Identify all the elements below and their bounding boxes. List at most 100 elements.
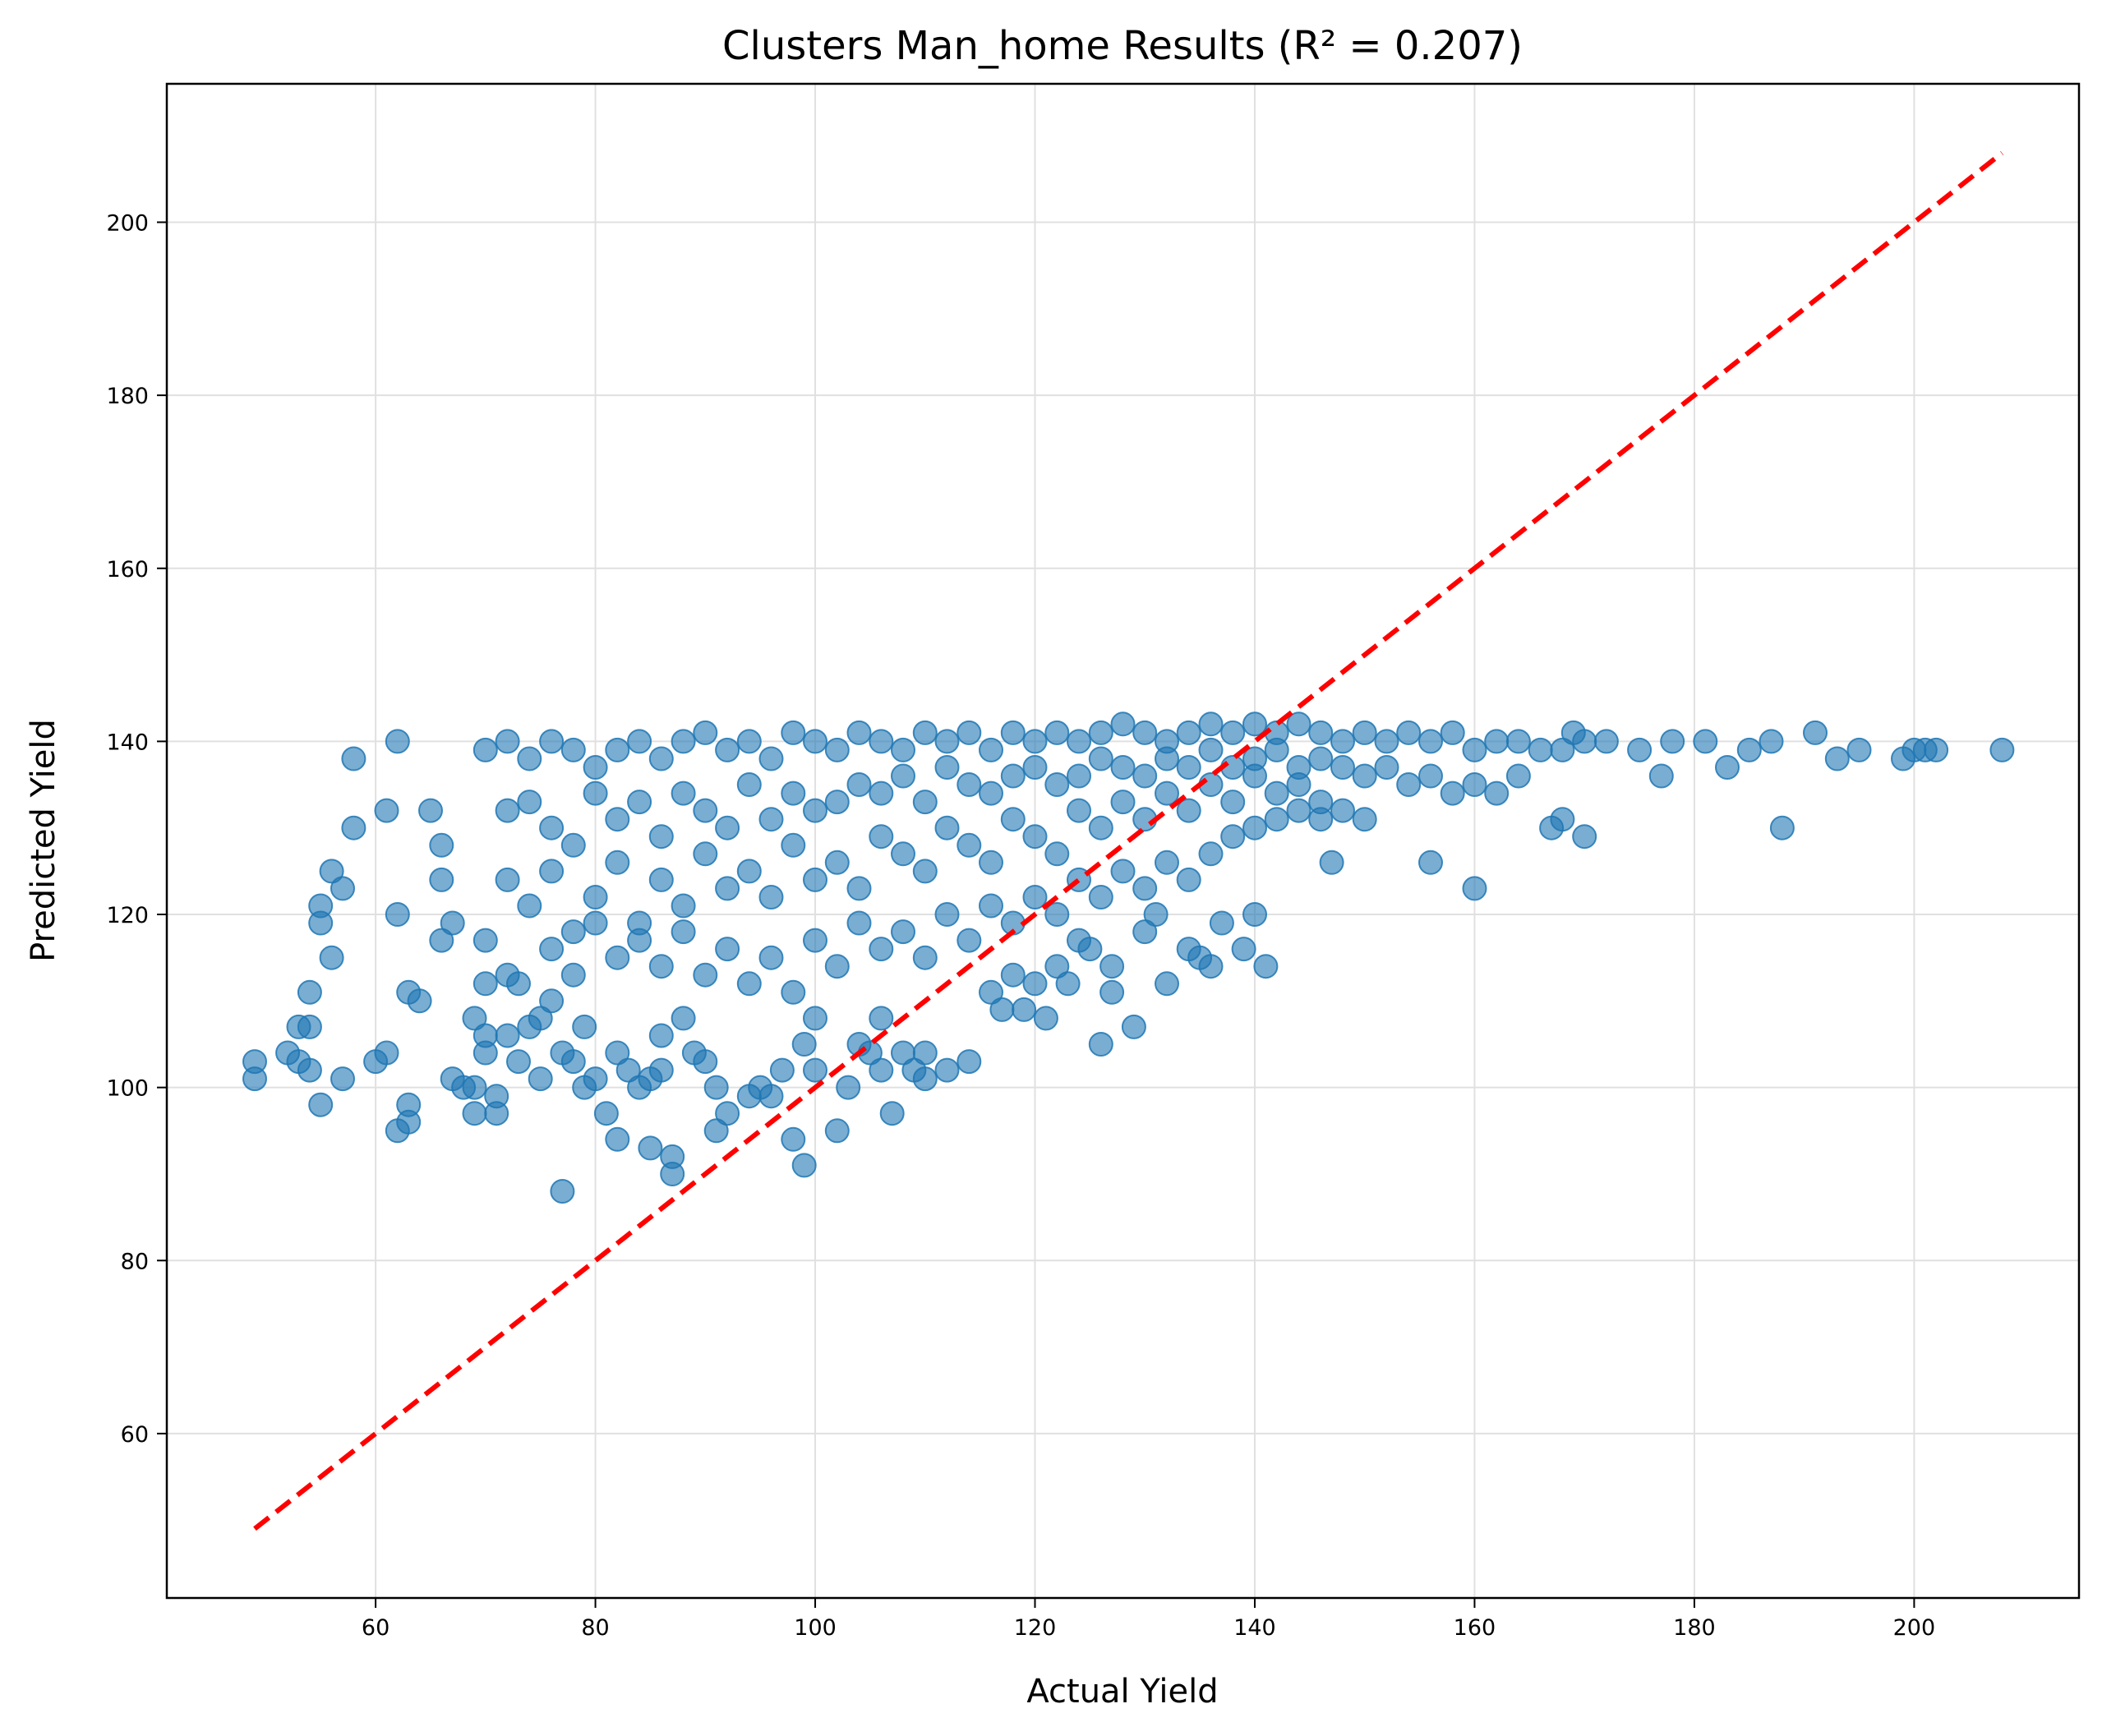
scatter-point (495, 729, 520, 754)
scatter-point (330, 1066, 355, 1092)
scatter-point (1352, 720, 1377, 745)
scatter-point (912, 859, 938, 884)
scatter-point (472, 928, 498, 953)
scatter-point (693, 841, 718, 867)
scatter-point (1044, 772, 1070, 797)
scatter-point (660, 1162, 685, 1186)
scatter-point (495, 867, 520, 892)
y-tick-label: 60 (121, 1422, 149, 1448)
scatter-point (1198, 954, 1224, 979)
scatter-point (1484, 781, 1510, 806)
scatter-point (1110, 859, 1136, 884)
scatter-point (1715, 755, 1740, 780)
scatter-point (374, 1040, 399, 1066)
scatter-point (560, 832, 586, 858)
scatter-point (1022, 824, 1048, 850)
chart-title: Clusters Man_home Results (R² = 0.207) (722, 23, 1523, 69)
scatter-point (869, 1006, 894, 1031)
scatter-point (1308, 720, 1334, 745)
scatter-point (462, 1101, 487, 1126)
scatter-point (824, 850, 850, 875)
x-tick-label: 100 (794, 1615, 837, 1641)
scatter-point (1198, 841, 1224, 867)
scatter-point (1155, 781, 1179, 806)
scatter-point (495, 798, 520, 823)
scatter-point (1198, 737, 1224, 762)
scatter-point (1418, 763, 1443, 789)
scatter-point (627, 928, 652, 953)
scatter-point (979, 979, 1003, 1005)
scatter-point (550, 1179, 575, 1204)
scatter-point (846, 876, 872, 901)
scatter-point (374, 798, 399, 823)
scatter-point (1352, 807, 1377, 832)
scatter-point (429, 867, 454, 892)
scatter-point (1088, 885, 1113, 909)
scatter-point (671, 1006, 696, 1031)
scatter-point (1330, 729, 1355, 754)
scatter-point (627, 790, 652, 815)
scatter-point (1242, 763, 1267, 789)
scatter-point (583, 755, 608, 780)
plot-frame (165, 82, 2081, 1600)
scatter-point (1022, 755, 1048, 780)
scatter-point (648, 1023, 674, 1048)
scatter-point (891, 841, 915, 867)
scatter-point (1143, 902, 1169, 927)
scatter-point (758, 807, 784, 832)
scatter-point (1528, 737, 1553, 762)
scatter-point (957, 832, 982, 858)
scatter-point (1132, 763, 1158, 789)
scatter-point (703, 1075, 729, 1100)
scatter-point (803, 1057, 827, 1083)
scatter-point (605, 1040, 630, 1066)
scatter-point (912, 720, 938, 745)
scatter-point (671, 729, 696, 754)
scatter-point (1989, 737, 2015, 762)
scatter-point (715, 937, 740, 962)
scatter-point (1693, 729, 1718, 754)
scatter-point (539, 859, 565, 884)
scatter-point (1110, 711, 1136, 737)
scatter-point (803, 928, 827, 953)
y-tick-label: 120 (106, 903, 149, 928)
scatter-point (1000, 807, 1026, 832)
scatter-point (979, 850, 1003, 875)
x-axis-label: Actual Yield (1026, 1673, 1218, 1711)
scatter-point (1264, 737, 1289, 762)
scatter-point (824, 1118, 850, 1144)
scatter-point (1110, 790, 1136, 815)
scatter-point (846, 720, 872, 745)
scatter-point (846, 772, 872, 797)
scatter-point (648, 1057, 674, 1083)
scatter-point (715, 815, 740, 840)
scatter-point (979, 737, 1003, 762)
scatter-point (758, 945, 784, 970)
scatter-point (297, 979, 322, 1005)
scatter-point (758, 746, 784, 771)
scatter-point (1055, 971, 1081, 997)
scatter-point (1088, 746, 1113, 771)
y-tick-label: 180 (106, 384, 149, 409)
scatter-point (1330, 755, 1355, 780)
scatter-point (1176, 720, 1201, 745)
scatter-point (1132, 876, 1158, 901)
scatter-point (1044, 902, 1070, 927)
scatter-point (869, 824, 894, 850)
scatter-point (891, 737, 915, 762)
scatter-point (1242, 711, 1267, 737)
y-tick-label: 140 (106, 730, 149, 755)
scatter-point (429, 928, 454, 953)
scatter-point (1330, 798, 1355, 823)
scatter-point (693, 798, 718, 823)
x-tick-label: 200 (1893, 1615, 1936, 1641)
scatter-point (560, 737, 586, 762)
scatter-point (1418, 850, 1443, 875)
scatter-point (1759, 729, 1784, 754)
scatter-point (957, 928, 982, 953)
scatter-point (1550, 737, 1575, 762)
scatter-point (1132, 919, 1158, 945)
scatter-point (1220, 720, 1246, 745)
scatter-point (934, 755, 960, 780)
